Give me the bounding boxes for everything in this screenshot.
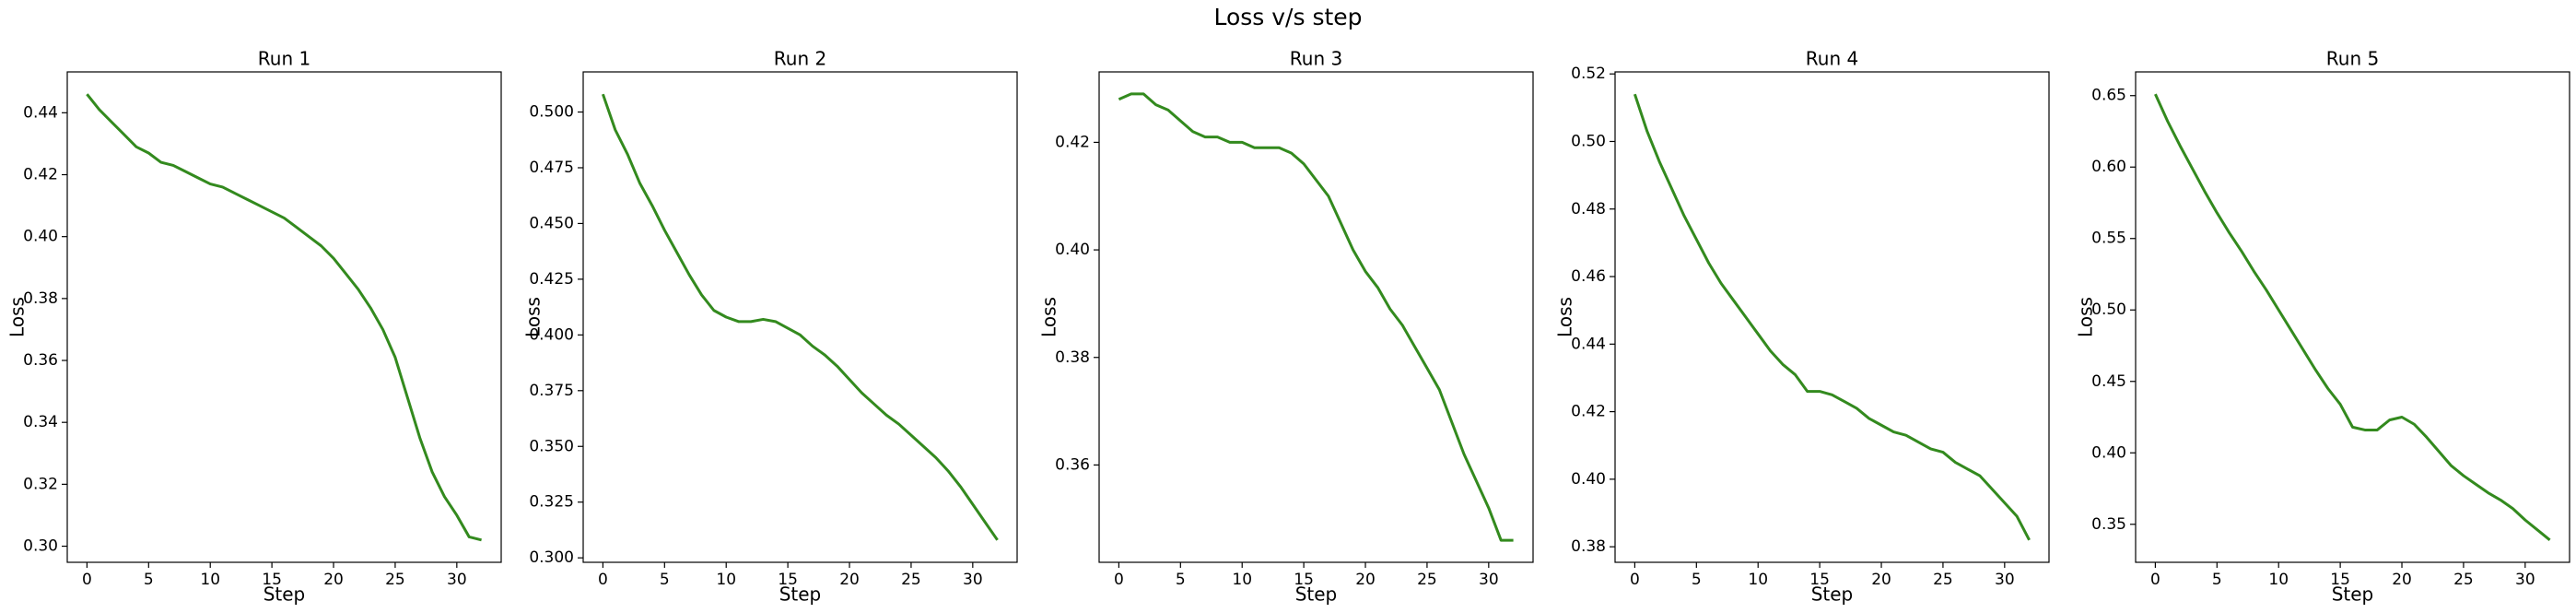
y-tick-label: 0.325 [529, 493, 574, 512]
axes-frame [1614, 71, 2050, 563]
x-tick-label: 25 [2453, 571, 2474, 589]
subplot-title: Run 1 [258, 48, 310, 70]
loss-line [86, 93, 482, 542]
subplot-title: Run 2 [774, 48, 826, 70]
y-tick-label: 0.44 [1571, 335, 1606, 353]
axes-frame [66, 71, 502, 563]
y-tick-label: 0.32 [23, 475, 58, 493]
subplot-title: Run 5 [2326, 48, 2379, 70]
x-tick-label: 0 [82, 571, 92, 589]
y-axis-label: Loss [6, 297, 29, 337]
x-axis-label: Step [1811, 584, 1854, 606]
x-tick-label: 30 [963, 571, 983, 589]
y-axis-label: Loss [1038, 297, 1060, 337]
x-tick-label: 20 [2392, 571, 2412, 589]
y-tick-label: 0.60 [2091, 158, 2126, 176]
y-tick-label: 0.375 [529, 382, 574, 400]
y-axis-label: Loss [1554, 297, 1576, 337]
x-tick-label: 25 [385, 571, 405, 589]
x-tick-label: 15 [1294, 571, 1314, 589]
x-tick-label: 25 [1933, 571, 1953, 589]
y-axis-label: Loss [522, 297, 544, 337]
loss-line [2154, 93, 2551, 541]
loss-line [1633, 93, 2031, 541]
x-tick-label: 15 [262, 571, 282, 589]
subplot-title: Run 3 [1290, 48, 1342, 70]
y-tick-label: 0.40 [23, 228, 58, 246]
y-tick-label: 0.425 [529, 270, 574, 289]
x-tick-label: 30 [1995, 571, 2015, 589]
x-tick-label: 5 [1692, 571, 1702, 589]
y-tick-label: 0.350 [529, 437, 574, 455]
x-tick-label: 20 [1355, 571, 1376, 589]
y-tick-label: 0.38 [1055, 348, 1090, 367]
x-tick-label: 30 [2515, 571, 2535, 589]
y-tick-label: 0.44 [23, 103, 58, 122]
y-tick-label: 0.400 [529, 325, 574, 344]
x-tick-label: 0 [2150, 571, 2160, 589]
y-tick-label: 0.40 [1571, 470, 1606, 489]
y-tick-label: 0.36 [1055, 455, 1090, 474]
x-tick-label: 5 [660, 571, 670, 589]
x-axis-label: Step [263, 584, 306, 606]
x-tick-label: 20 [839, 571, 860, 589]
x-axis-label: Step [1295, 584, 1338, 606]
y-tick-label: 0.38 [1571, 537, 1606, 556]
subplot-title: Run 4 [1806, 48, 1858, 70]
y-tick-label: 0.40 [2091, 443, 2126, 462]
x-tick-label: 0 [1630, 571, 1640, 589]
y-tick-label: 0.475 [529, 159, 574, 177]
y-tick-label: 0.450 [529, 214, 574, 232]
y-tick-label: 0.38 [23, 289, 58, 308]
x-tick-label: 10 [200, 571, 220, 589]
x-tick-label: 0 [1114, 571, 1124, 589]
x-tick-label: 15 [1809, 571, 1830, 589]
y-tick-label: 0.42 [23, 166, 58, 184]
loss-line [1118, 92, 1514, 542]
x-tick-label: 15 [778, 571, 798, 589]
x-axis-label: Step [779, 584, 822, 606]
y-tick-label: 0.42 [1571, 403, 1606, 421]
y-axis-label: Loss [2075, 297, 2097, 337]
x-tick-label: 0 [598, 571, 608, 589]
loss-line [601, 93, 999, 541]
axes-frame [2135, 71, 2570, 563]
y-tick-label: 0.40 [1055, 241, 1090, 259]
x-tick-label: 10 [1232, 571, 1252, 589]
y-tick-label: 0.36 [23, 351, 58, 370]
y-tick-label: 0.45 [2091, 372, 2126, 391]
y-tick-label: 0.46 [1571, 267, 1606, 286]
x-tick-label: 20 [1871, 571, 1891, 589]
x-tick-label: 20 [323, 571, 344, 589]
y-tick-label: 0.48 [1571, 200, 1606, 218]
y-tick-label: 0.52 [1571, 65, 1606, 83]
y-tick-label: 0.42 [1055, 133, 1090, 151]
x-tick-label: 25 [1417, 571, 1437, 589]
y-tick-label: 0.35 [2091, 515, 2126, 534]
x-tick-label: 15 [2330, 571, 2350, 589]
y-tick-label: 0.34 [23, 413, 58, 431]
x-tick-label: 5 [1176, 571, 1186, 589]
x-tick-label: 5 [144, 571, 154, 589]
x-tick-label: 10 [2268, 571, 2289, 589]
x-axis-label: Step [2332, 584, 2374, 606]
y-tick-label: 0.30 [23, 537, 58, 556]
y-tick-label: 0.300 [529, 548, 574, 567]
y-tick-label: 0.65 [2091, 87, 2126, 105]
x-tick-label: 25 [901, 571, 921, 589]
x-tick-label: 10 [716, 571, 736, 589]
y-tick-label: 0.55 [2091, 230, 2126, 248]
x-tick-label: 10 [1748, 571, 1768, 589]
axes-frame [582, 71, 1018, 563]
y-tick-label: 0.50 [2091, 301, 2126, 319]
axes-frame [1098, 71, 1534, 563]
x-tick-label: 5 [2212, 571, 2222, 589]
figure-title: Loss v/s step [1213, 4, 1362, 30]
y-tick-label: 0.500 [529, 103, 574, 122]
y-tick-label: 0.50 [1571, 132, 1606, 150]
x-tick-label: 30 [1479, 571, 1499, 589]
x-tick-label: 30 [447, 571, 467, 589]
